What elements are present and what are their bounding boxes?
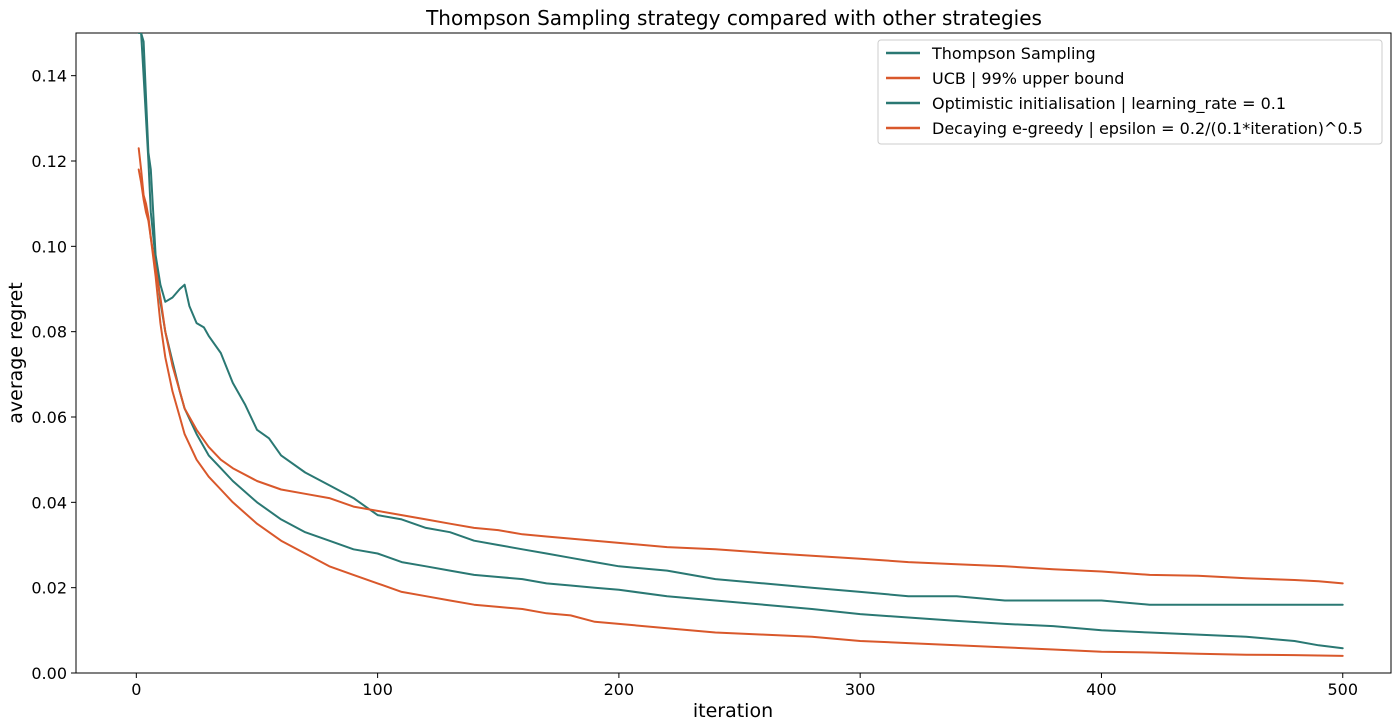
y-axis: 0.00 0.02 0.04 0.06 0.08 0.10 0.12 0.14 — [31, 67, 76, 683]
y-axis-label: average regret — [5, 282, 27, 424]
x-axis: 0 100 200 300 400 500 — [131, 673, 1358, 699]
series-line-4 — [137, 168, 1344, 585]
legend-label-4: Decaying e-greedy | epsilon = 0.2/(0.1*i… — [932, 119, 1363, 138]
y-tick-label: 0.02 — [31, 579, 67, 598]
series-layer — [137, 33, 1344, 657]
y-tick-label: 0.10 — [31, 237, 67, 256]
chart-title: Thompson Sampling strategy compared with… — [425, 6, 1042, 30]
legend-label-2: UCB | 99% upper bound — [932, 69, 1124, 88]
series-line-2 — [137, 147, 1344, 657]
y-tick-label: 0.04 — [31, 493, 67, 512]
legend-label-3: Optimistic initialisation | learning_rat… — [932, 94, 1286, 114]
series-line-1 — [140, 33, 1344, 606]
x-tick-label: 0 — [131, 680, 141, 699]
y-tick-label: 0.12 — [31, 152, 67, 171]
x-tick-label: 500 — [1327, 680, 1358, 699]
y-tick-label: 0.14 — [31, 67, 67, 86]
x-tick-label: 100 — [362, 680, 393, 699]
legend-box — [877, 39, 1383, 145]
legend-label-1: Thompson Sampling — [931, 44, 1096, 63]
y-tick-label: 0.00 — [31, 664, 67, 683]
y-tick-label: 0.06 — [31, 408, 67, 427]
x-tick-label: 300 — [845, 680, 876, 699]
plot-area — [75, 32, 1392, 674]
x-tick-label: 200 — [604, 680, 635, 699]
legend: Thompson Sampling UCB | 99% upper bound Op… — [877, 39, 1383, 145]
x-axis-label: iteration — [693, 700, 773, 722]
y-tick-label: 0.08 — [31, 323, 67, 342]
x-tick-label: 400 — [1086, 680, 1117, 699]
plot-frame — [75, 32, 1392, 674]
